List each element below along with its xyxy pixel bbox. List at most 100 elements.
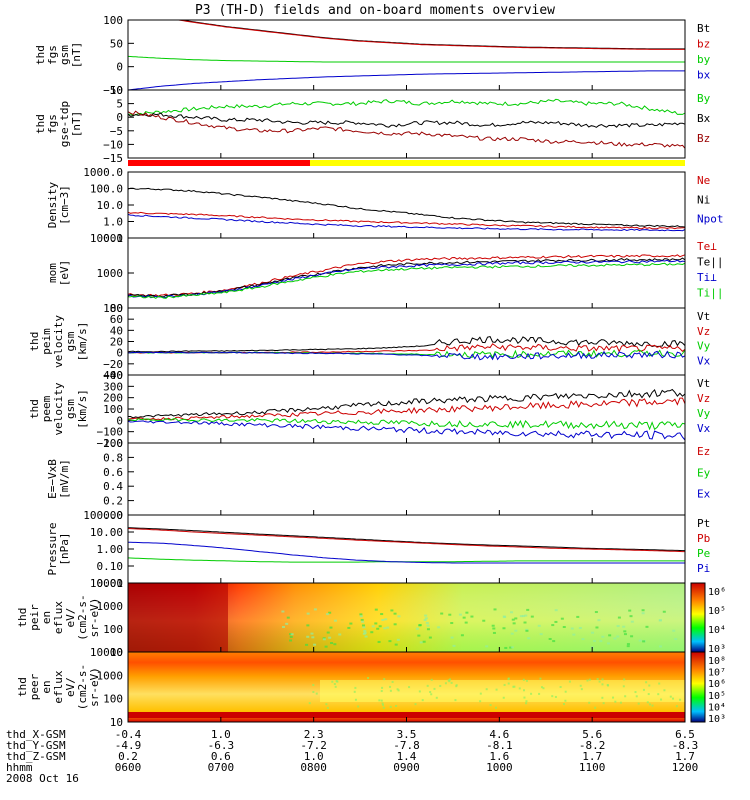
- ephemeris-value: 4.6: [489, 728, 509, 741]
- colorbar-label: 10⁶: [708, 587, 726, 598]
- spectrogram-ion-speck: [333, 619, 337, 622]
- spectrogram-ion-speck: [616, 625, 620, 628]
- spectrogram-electron-speck: [430, 693, 433, 696]
- legend-label: bz: [697, 38, 710, 51]
- panel-ylabel: gsm: [64, 399, 77, 419]
- spectrogram-ion-speck: [440, 612, 444, 615]
- spectrogram-ion-speck: [330, 642, 334, 645]
- spectrogram-ion-speck: [349, 622, 353, 625]
- series-line-Npot: [127, 213, 686, 232]
- spectrogram-electron-speck: [426, 684, 429, 687]
- ephemeris-value: 0.6: [211, 750, 231, 763]
- panel-ylabel: peim: [40, 328, 53, 355]
- spectrogram-electron-speck: [679, 698, 682, 701]
- panel-ylabel: [km/s]: [76, 322, 89, 362]
- spectrogram-ion-speck: [396, 638, 400, 641]
- spectrogram-electron-speck: [624, 695, 627, 698]
- spectrogram-electron-speck: [335, 680, 338, 683]
- spectrogram-ion-speck: [527, 637, 531, 640]
- spectrogram-ion-speck: [597, 619, 601, 622]
- spectrogram-electron-speck: [455, 685, 458, 688]
- spectrogram-electron-speck: [421, 699, 424, 702]
- ephemeris-value: -6.3: [208, 739, 235, 752]
- spectrogram-electron-speck: [389, 685, 392, 688]
- legend-label: Vz: [697, 325, 710, 338]
- spectrogram-ion-speck: [658, 645, 662, 648]
- spectrogram-ion-speck: [281, 625, 285, 628]
- spectrogram-electron-speck: [564, 699, 567, 702]
- spectrogram-electron-speck: [522, 689, 525, 692]
- spectrogram-electron-speck: [367, 677, 370, 680]
- spectrogram-ion-speck: [572, 633, 576, 636]
- series-line-Pb: [127, 528, 685, 553]
- spectrogram-ion-speck: [313, 608, 317, 611]
- panel-frame: [127, 171, 686, 239]
- spectrogram-ion-speck: [502, 627, 506, 630]
- spectrogram-electron-band: [128, 712, 685, 718]
- ephemeris-value: 6.5: [675, 728, 695, 741]
- spectrogram-ion-speck: [359, 613, 363, 616]
- spectrogram-electron-speck: [449, 678, 452, 681]
- spectrogram-electron-speck: [522, 678, 525, 681]
- panel-frame: [127, 374, 686, 444]
- y-tick-label: 10: [110, 716, 123, 729]
- spectrogram-ion-speck: [525, 629, 529, 632]
- y-tick-label: 20: [110, 336, 123, 349]
- spectrogram-ion-speck: [512, 622, 516, 625]
- spectrogram-ion-speck: [662, 610, 666, 613]
- spectrogram-electron-speck: [622, 685, 625, 688]
- ephemeris-value: 0900: [393, 761, 420, 774]
- spectrogram-ion-speck: [628, 609, 632, 612]
- spectrogram-ion-speck: [290, 633, 294, 636]
- spectrogram-ion-speck: [599, 640, 603, 643]
- series-line-Bz: [127, 110, 686, 149]
- spectrogram-ion-speck: [551, 624, 555, 627]
- spectrogram-electron-speck: [383, 678, 386, 681]
- spectrogram-ion-speck: [450, 622, 454, 625]
- spectrogram-ion-speck: [313, 643, 317, 646]
- y-tick-label: 0: [116, 111, 123, 124]
- spectrogram-ion-speck: [638, 639, 642, 642]
- colorbar: [690, 651, 706, 723]
- spectrogram-ion-speck: [613, 637, 617, 640]
- spectrogram-ion-speck: [285, 622, 289, 625]
- spectrogram-electron-speck: [391, 680, 394, 683]
- spectrogram-electron-speck: [596, 678, 599, 681]
- colorbar-label: 10⁵: [708, 691, 726, 702]
- spectrogram-electron-speck: [439, 684, 442, 687]
- y-tick-label: 100.0: [90, 183, 123, 196]
- spectrogram-ion-speck: [383, 627, 387, 630]
- spectrogram-ion-speck: [485, 645, 489, 648]
- spectrogram-ion-speck: [380, 613, 384, 616]
- series-line-Ni: [127, 187, 686, 228]
- spectrogram-ion-speck: [289, 639, 293, 642]
- spectrogram-electron-speck: [672, 697, 675, 700]
- series-line-bz: [128, 19, 685, 50]
- spectrogram-ion-speck: [539, 633, 543, 636]
- ephemeris-value: -7.8: [393, 739, 420, 752]
- spectrogram-electron-speck: [354, 698, 357, 701]
- spectrogram-electron-speck: [601, 678, 604, 681]
- spectrogram-electron-speck: [331, 680, 334, 683]
- spectrogram-ion-speck: [376, 627, 380, 630]
- legend-label: Vt: [697, 310, 710, 323]
- y-tick-label: 10: [110, 84, 123, 97]
- spectrogram-electron-speck: [525, 679, 528, 682]
- mode-bar-slow: [128, 160, 310, 166]
- series-line-Vx: [127, 420, 686, 441]
- spectrogram-ion-speck: [362, 626, 366, 629]
- spectrogram-ion-speck: [629, 615, 633, 618]
- legend-label: Pi: [697, 562, 710, 575]
- ephemeris-value: -8.3: [672, 739, 699, 752]
- spectrogram-ion-speck: [581, 638, 585, 641]
- panel-ylabel: sr-eV): [88, 667, 101, 707]
- y-tick-label: 0.4: [103, 480, 123, 493]
- spectrogram-ion-speck: [422, 640, 426, 643]
- spectrogram-ion-speck: [371, 625, 375, 628]
- panel-ylabel: eflux: [52, 601, 65, 634]
- spectrogram-ion-speck: [397, 615, 401, 618]
- series-line-bx: [127, 70, 685, 91]
- spectrogram-electron-speck: [454, 699, 457, 702]
- spectrogram-electron-speck: [418, 690, 421, 693]
- series-line-By: [127, 98, 686, 117]
